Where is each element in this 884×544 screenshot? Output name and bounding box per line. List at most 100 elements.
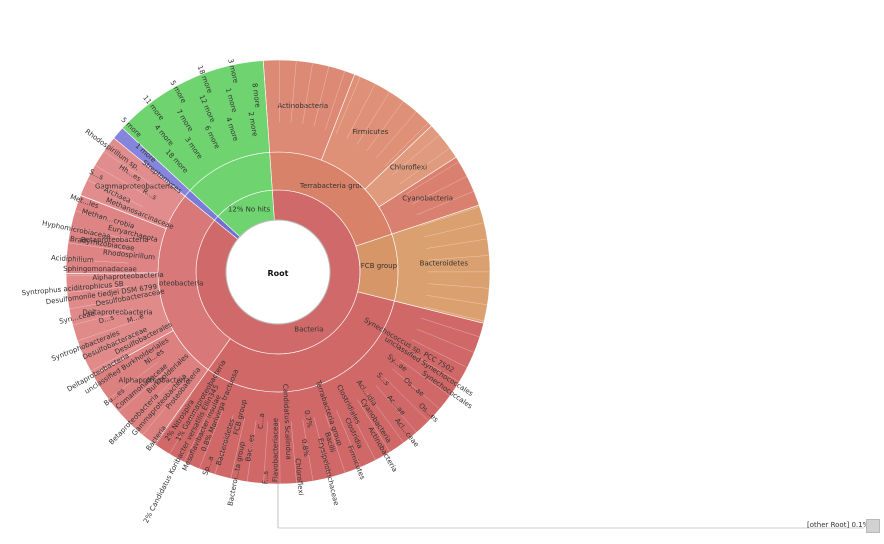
outer-divider [336, 76, 361, 134]
root-disc[interactable] [225, 219, 331, 325]
outer-divider [169, 400, 202, 455]
other-root-swatch[interactable] [866, 519, 880, 533]
outer-label: Alphaproteobacteria [92, 271, 164, 282]
outer-divider [420, 317, 480, 338]
outer-divider [302, 62, 313, 125]
outer-divider [108, 361, 159, 400]
wedge-label: FCB group [361, 262, 398, 270]
wedge-label: Cyanobacteria [402, 194, 453, 202]
outer-divider [356, 91, 390, 145]
outer-divider [423, 306, 485, 322]
outer-divider [278, 60, 281, 123]
outer-divider [427, 283, 490, 289]
wedge-label: Proteobacteria [152, 279, 203, 287]
outer-divider [98, 352, 152, 386]
wedge-label: Alphaproteobacteria [119, 377, 190, 385]
outer-divider [346, 83, 376, 139]
wedge-label: Bacteria [294, 325, 323, 333]
outer-divider [183, 406, 212, 463]
outer-divider [67, 242, 130, 252]
outer-divider [246, 420, 257, 482]
outer-divider [142, 387, 183, 436]
other-root-label: [other Root] 0.1% [807, 521, 869, 529]
outer-divider [86, 179, 144, 207]
outer-divider [416, 328, 475, 353]
outer-divider [375, 385, 417, 433]
outer-divider [384, 377, 429, 422]
outer-divider [366, 392, 404, 443]
outer-divider [70, 226, 132, 241]
wedge-label: Actinobacteria [277, 102, 328, 110]
wedge-label: Chloroflexi [390, 163, 427, 171]
outer-divider [230, 418, 245, 479]
outer-divider [427, 255, 490, 261]
outer-divider [262, 60, 268, 123]
outer-divider [336, 410, 361, 468]
outer-divider [290, 60, 297, 123]
outer-divider [423, 222, 485, 238]
wedge-label: Gammaproteobacteria [95, 182, 174, 190]
outer-divider [279, 421, 281, 484]
other-root-name: [other Root] [807, 521, 850, 529]
outer-divider [90, 342, 146, 372]
outer-divider [83, 331, 141, 357]
outer-divider [375, 111, 417, 159]
outer-divider [72, 309, 133, 326]
outer-label: C...a [257, 413, 267, 430]
outer-label: F...s [261, 470, 270, 484]
outer-divider [325, 70, 346, 130]
sunburst-wedge[interactable] [154, 300, 485, 485]
outer-label: 0.7% [303, 409, 314, 428]
outer-divider [290, 421, 297, 484]
outer-divider [75, 210, 135, 229]
sunburst-rings: Bacteria 12% No hits Terrabacteria group FC… [65, 59, 491, 485]
outer-divider [130, 379, 174, 425]
outer-divider [66, 259, 129, 264]
outer-divider [384, 122, 429, 167]
outer-label: Bac...es [244, 433, 256, 462]
wedge-label: Deltaproteobacteria [82, 308, 152, 316]
outer-divider [406, 349, 460, 383]
outer-divider [80, 194, 139, 218]
outer-divider [392, 368, 441, 410]
outer-divider [392, 134, 440, 176]
wedge-label: 12% No hits [228, 206, 271, 214]
outer-divider [263, 421, 268, 484]
outer-divider [313, 66, 330, 127]
wedge-label: Betaproteobacteria [81, 236, 149, 244]
outer-divider [325, 414, 346, 474]
other-root-value: 0.1% [851, 521, 870, 529]
outer-divider [416, 190, 475, 216]
outer-divider [214, 415, 234, 475]
outer-divider [66, 274, 129, 277]
outer-divider [411, 175, 468, 205]
outer-divider [155, 394, 192, 446]
outer-divider [313, 417, 330, 478]
outer-label: Flavobacteriaceae [272, 418, 280, 482]
outer-divider [366, 100, 404, 152]
outer-divider [426, 238, 488, 249]
outer-divider [399, 147, 451, 185]
outer-divider [411, 339, 468, 368]
wedge-label: Terrabacteria group [299, 182, 369, 190]
wedge-label: Bacteroidetes [420, 260, 469, 268]
root-label: Root [268, 269, 289, 278]
outer-divider [302, 419, 314, 482]
outer-label: 0.8% [300, 439, 310, 458]
outer-label: Candidatus Scalindua [281, 384, 292, 460]
outer-label: 8 more [250, 83, 261, 109]
outer-divider [94, 164, 149, 197]
outer-divider [426, 294, 488, 306]
outer-divider [103, 151, 155, 187]
outer-label: Acidiphilium [51, 254, 94, 264]
outer-divider [66, 286, 129, 293]
outer-divider [77, 320, 137, 342]
outer-divider [356, 399, 391, 453]
outer-divider [346, 405, 376, 461]
wedge-label: Firmicutes [352, 128, 388, 136]
sunburst-wedge[interactable] [122, 60, 270, 191]
outer-label: Chloroflexi [293, 458, 304, 496]
outer-divider [399, 359, 451, 397]
outer-divider [405, 161, 460, 195]
